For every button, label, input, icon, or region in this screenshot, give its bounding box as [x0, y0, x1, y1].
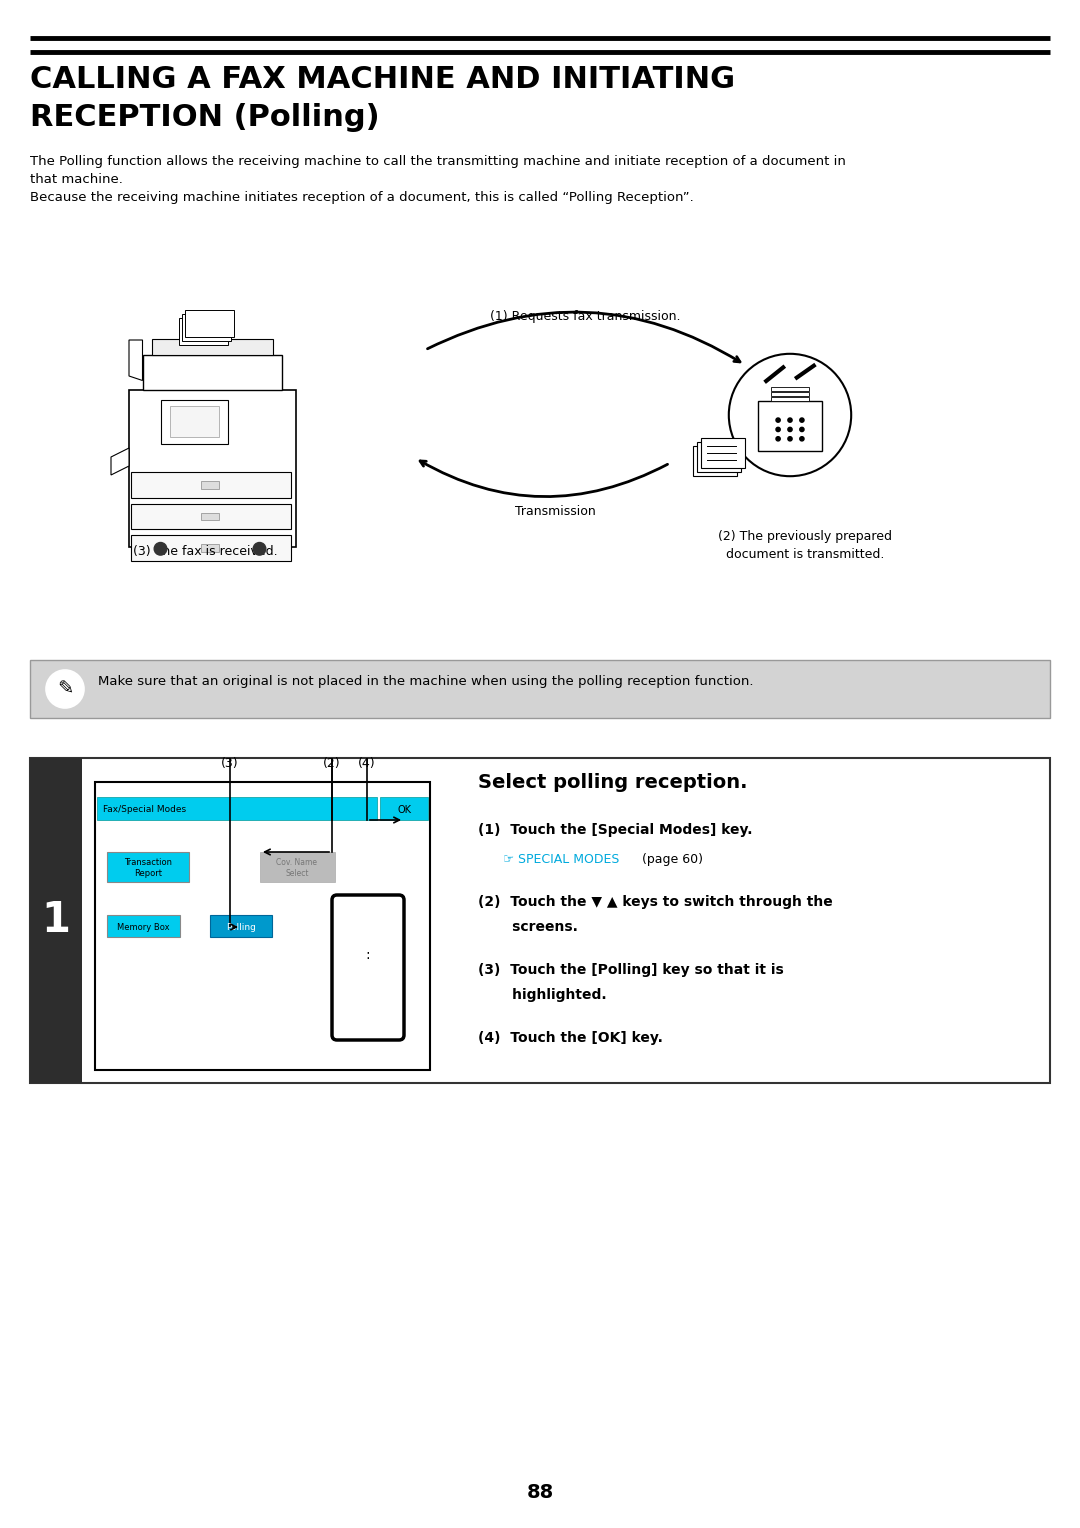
Polygon shape: [111, 448, 129, 475]
FancyBboxPatch shape: [771, 387, 809, 391]
Text: 88: 88: [526, 1484, 554, 1502]
Text: OK: OK: [397, 805, 411, 814]
Text: (3)  Touch the [Polling] key so that it is: (3) Touch the [Polling] key so that it i…: [478, 963, 784, 976]
Text: (2) The previously prepared
document is transmitted.: (2) The previously prepared document is …: [718, 530, 892, 561]
FancyBboxPatch shape: [201, 544, 219, 552]
Text: (4)  Touch the [OK] key.: (4) Touch the [OK] key.: [478, 1031, 663, 1045]
FancyBboxPatch shape: [698, 442, 741, 472]
Circle shape: [800, 428, 804, 431]
Text: highlighted.: highlighted.: [478, 989, 607, 1002]
FancyBboxPatch shape: [181, 313, 231, 341]
Circle shape: [154, 542, 166, 555]
FancyBboxPatch shape: [332, 895, 404, 1041]
FancyBboxPatch shape: [129, 390, 296, 547]
Circle shape: [788, 419, 792, 422]
FancyBboxPatch shape: [131, 504, 291, 529]
FancyBboxPatch shape: [201, 481, 219, 489]
Circle shape: [775, 437, 780, 442]
Text: Transmission: Transmission: [515, 504, 595, 518]
FancyBboxPatch shape: [758, 402, 822, 451]
FancyBboxPatch shape: [771, 393, 809, 396]
FancyBboxPatch shape: [201, 513, 219, 520]
Text: CALLING A FAX MACHINE AND INITIATING: CALLING A FAX MACHINE AND INITIATING: [30, 66, 735, 95]
Text: Transaction
Report: Transaction Report: [124, 857, 172, 879]
FancyBboxPatch shape: [107, 915, 180, 937]
FancyBboxPatch shape: [131, 535, 291, 561]
FancyBboxPatch shape: [693, 446, 737, 477]
FancyBboxPatch shape: [30, 758, 1050, 1083]
Text: (2)  Touch the ▼ ▲ keys to switch through the: (2) Touch the ▼ ▲ keys to switch through…: [478, 895, 833, 909]
FancyBboxPatch shape: [30, 758, 82, 1083]
Text: RECEPTION (Polling): RECEPTION (Polling): [30, 102, 380, 131]
FancyBboxPatch shape: [161, 400, 228, 443]
Text: (3) The fax is received.: (3) The fax is received.: [133, 545, 278, 558]
Text: Fax/Special Modes: Fax/Special Modes: [103, 805, 186, 814]
FancyBboxPatch shape: [97, 798, 377, 821]
FancyBboxPatch shape: [151, 339, 273, 356]
Text: Make sure that an original is not placed in the machine when using the polling r: Make sure that an original is not placed…: [98, 675, 754, 689]
FancyBboxPatch shape: [210, 915, 272, 937]
FancyBboxPatch shape: [771, 397, 809, 402]
FancyBboxPatch shape: [701, 437, 744, 468]
Text: 1: 1: [41, 900, 70, 941]
Text: The Polling function allows the receiving machine to call the transmitting machi: The Polling function allows the receivin…: [30, 154, 846, 205]
Text: (3): (3): [221, 758, 239, 770]
Circle shape: [800, 437, 804, 442]
Text: Memory Box: Memory Box: [117, 923, 170, 932]
FancyBboxPatch shape: [131, 472, 291, 498]
Text: Select polling reception.: Select polling reception.: [478, 773, 747, 792]
Text: ✎: ✎: [57, 680, 73, 698]
FancyBboxPatch shape: [380, 798, 428, 821]
Text: (1)  Touch the [Special Modes] key.: (1) Touch the [Special Modes] key.: [478, 824, 753, 837]
Text: Polling: Polling: [226, 923, 256, 932]
FancyBboxPatch shape: [95, 782, 430, 1070]
Circle shape: [253, 542, 266, 555]
Text: ☞: ☞: [503, 853, 518, 866]
Text: (2): (2): [323, 758, 341, 770]
Circle shape: [775, 419, 780, 422]
Text: (page 60): (page 60): [638, 853, 703, 866]
FancyBboxPatch shape: [170, 406, 219, 437]
Text: Cov. Name
Select: Cov. Name Select: [276, 857, 318, 879]
FancyBboxPatch shape: [107, 853, 189, 882]
Text: SPECIAL MODES: SPECIAL MODES: [518, 853, 619, 866]
FancyBboxPatch shape: [143, 356, 282, 390]
Circle shape: [775, 428, 780, 431]
FancyBboxPatch shape: [260, 853, 335, 882]
Text: screens.: screens.: [478, 920, 578, 934]
Circle shape: [800, 419, 804, 422]
Text: :: :: [366, 947, 370, 963]
Circle shape: [788, 437, 792, 442]
Text: (4): (4): [359, 758, 376, 770]
FancyBboxPatch shape: [30, 660, 1050, 718]
Circle shape: [46, 669, 84, 707]
FancyBboxPatch shape: [185, 310, 234, 336]
FancyBboxPatch shape: [178, 318, 228, 344]
Circle shape: [788, 428, 792, 431]
Text: (1) Requests fax transmission.: (1) Requests fax transmission.: [490, 310, 680, 322]
Polygon shape: [129, 341, 143, 380]
